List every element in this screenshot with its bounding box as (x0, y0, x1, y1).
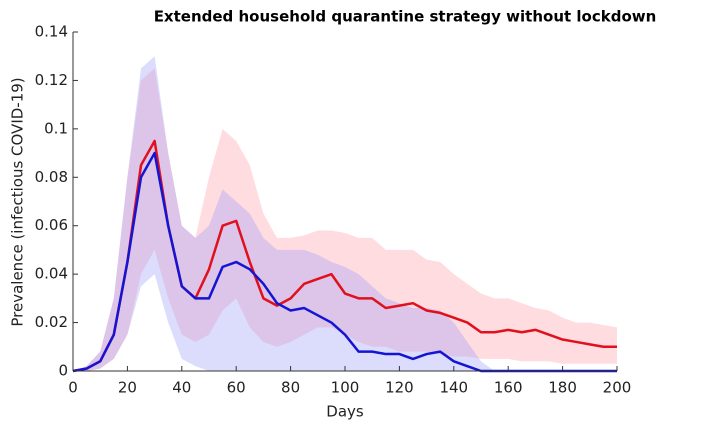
y-tick-label: 0.08 (35, 168, 68, 186)
x-tick-label: 180 (548, 379, 577, 397)
x-tick-label: 120 (385, 379, 414, 397)
x-tick-label: 60 (227, 379, 246, 397)
chart-title: Extended household quarantine strategy w… (154, 8, 657, 26)
x-tick-label: 0 (68, 379, 78, 397)
y-tick-label: 0.06 (35, 216, 68, 234)
y-tick-label: 0.04 (35, 265, 68, 283)
x-tick-label: 200 (603, 379, 632, 397)
x-tick-label: 20 (118, 379, 137, 397)
y-tick-label: 0.02 (35, 313, 68, 331)
x-tick-label: 100 (331, 379, 360, 397)
y-axis-label: Prevalence (infectious COVID-19) (9, 77, 27, 326)
y-tick-label: 0.14 (35, 23, 68, 41)
x-tick-label: 160 (494, 379, 523, 397)
confidence-band (73, 56, 617, 371)
x-tick-label: 80 (281, 379, 300, 397)
x-axis-label: Days (326, 403, 364, 421)
y-tick-label: 0 (58, 362, 68, 380)
y-tick-label: 0.1 (44, 119, 68, 137)
x-tick-label: 140 (439, 379, 468, 397)
y-tick-label: 0.12 (35, 71, 68, 89)
x-tick-label: 40 (172, 379, 191, 397)
